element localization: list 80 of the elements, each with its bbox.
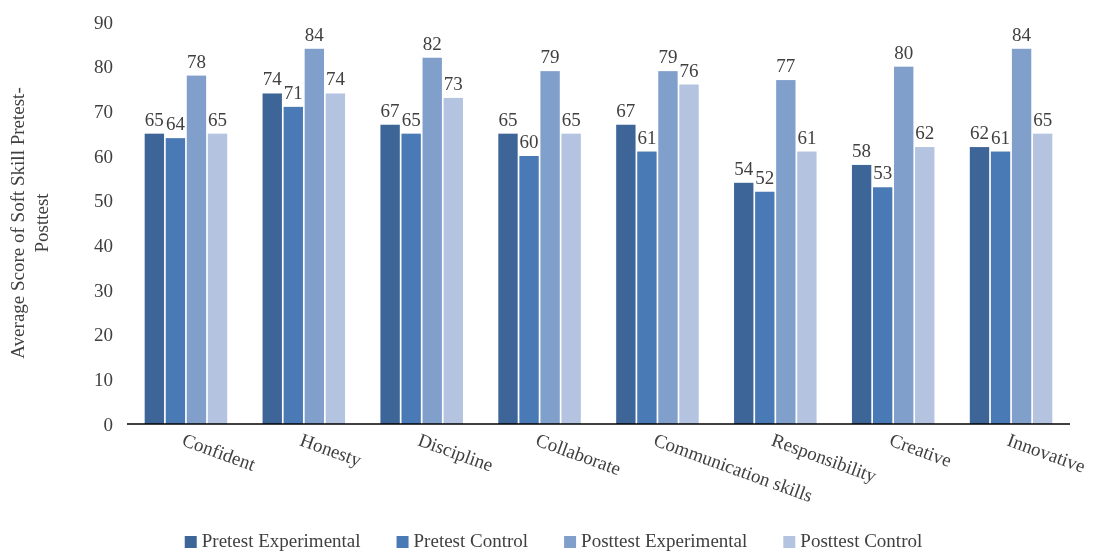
- legend-label: Pretest Control: [413, 530, 529, 551]
- bar: [422, 57, 442, 424]
- data-label: 78: [186, 50, 206, 72]
- data-label: 62: [915, 122, 935, 144]
- bar: [915, 147, 935, 424]
- data-label: 64: [165, 113, 186, 135]
- legend-label: Posttest Experimental: [581, 530, 748, 551]
- data-label: 53: [873, 162, 893, 184]
- bar: [637, 151, 657, 424]
- y-tick-label: 30: [94, 279, 113, 301]
- data-label: 79: [658, 46, 678, 68]
- bar: [969, 147, 990, 424]
- bar: [561, 133, 581, 424]
- bar: [990, 151, 1011, 424]
- bar: [872, 187, 893, 424]
- x-tick-label: Creative: [886, 429, 955, 471]
- y-tick-label: 70: [94, 100, 113, 122]
- data-label: 61: [797, 126, 817, 148]
- y-tick-label: 0: [103, 413, 113, 435]
- data-label: 65: [144, 108, 164, 130]
- data-label: 74: [262, 68, 283, 90]
- bar: [1011, 48, 1032, 424]
- y-tick-label: 80: [94, 56, 113, 78]
- bar: [325, 93, 346, 424]
- data-label: 52: [755, 166, 775, 188]
- bar: [262, 93, 282, 424]
- bar: [894, 66, 914, 424]
- data-label: 67: [616, 99, 636, 121]
- bar: [519, 156, 539, 424]
- bar: [165, 138, 186, 424]
- bar: [776, 80, 796, 424]
- y-tick-label: 10: [94, 368, 113, 390]
- y-tick-label: 20: [94, 324, 113, 346]
- data-label: 54: [734, 157, 754, 179]
- data-label: 62: [969, 122, 989, 144]
- bar: [207, 133, 228, 424]
- data-label: 79: [540, 46, 560, 68]
- bar: [401, 133, 421, 424]
- bar: [797, 151, 817, 424]
- bar: [443, 97, 463, 424]
- data-label: 65: [208, 108, 228, 130]
- bar: [734, 182, 754, 424]
- data-label: 77: [776, 55, 796, 77]
- data-label: 80: [894, 41, 914, 63]
- bar: [380, 124, 400, 424]
- bar: [540, 71, 560, 424]
- data-label: 84: [1012, 23, 1032, 45]
- bar: [283, 106, 303, 424]
- data-label: 61: [637, 126, 657, 148]
- bar: [851, 164, 872, 424]
- data-label: 76: [679, 59, 699, 81]
- bar: [616, 124, 636, 424]
- bar: [186, 75, 207, 424]
- data-label: 65: [1033, 108, 1053, 130]
- bar: [679, 84, 699, 424]
- y-axis-title: Average Score of Soft Skill Pretest-Posttest: [7, 87, 52, 359]
- legend-label: Pretest Experimental: [201, 530, 361, 551]
- bar: [1032, 133, 1053, 424]
- bar: [144, 133, 165, 424]
- data-label: 71: [283, 81, 303, 103]
- data-label: 65: [401, 108, 421, 130]
- data-label: 61: [991, 126, 1011, 148]
- bar: [498, 133, 518, 424]
- data-label: 58: [852, 139, 872, 161]
- data-label: 60: [519, 131, 539, 152]
- y-tick-label: 40: [94, 234, 113, 256]
- y-tick-label: 90: [94, 11, 113, 33]
- data-label: 65: [561, 108, 581, 130]
- data-label: 74: [325, 68, 346, 90]
- data-label: 65: [498, 108, 518, 130]
- bar: [304, 48, 325, 424]
- data-label: 67: [380, 99, 400, 121]
- data-label: 84: [304, 23, 325, 45]
- legend-label: Posttest Control: [800, 530, 923, 551]
- y-tick-label: 50: [94, 190, 113, 212]
- data-label: 73: [443, 72, 463, 94]
- data-label: 82: [422, 32, 442, 54]
- bar: [755, 191, 775, 424]
- bar: [658, 71, 678, 424]
- y-tick-label: 60: [94, 145, 113, 167]
